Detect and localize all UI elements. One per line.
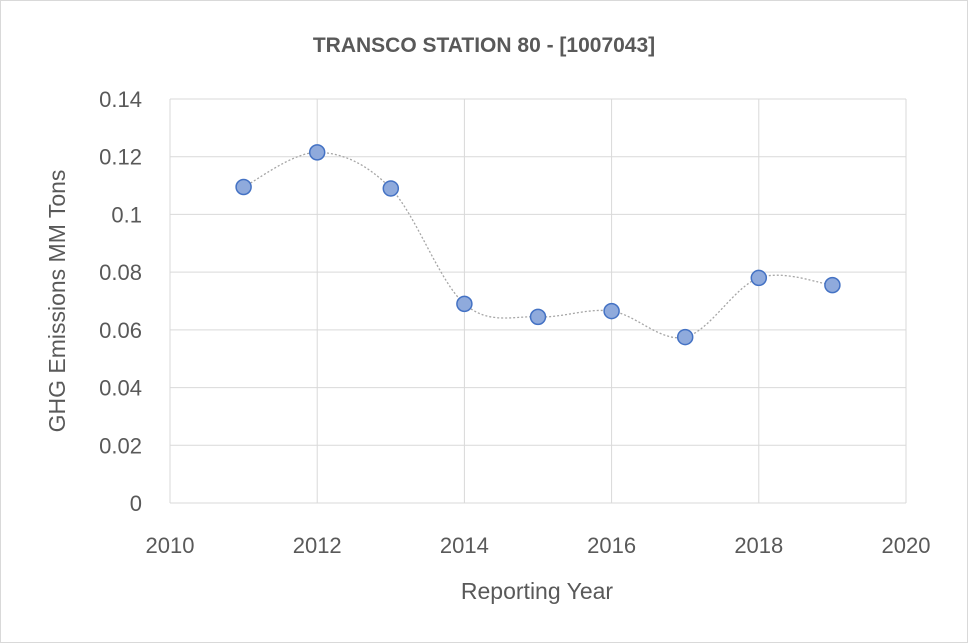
data-point: [750, 269, 768, 287]
y-tick-label: 0.12: [99, 145, 142, 170]
x-axis-ticks: 2010 2012 2014 2016 2018 2020: [146, 533, 931, 558]
y-tick-label: 0: [130, 491, 142, 516]
data-point: [456, 295, 473, 313]
data-point: [824, 276, 841, 294]
data-point: [676, 328, 694, 346]
y-tick-label: 0.02: [99, 433, 142, 458]
data-point: [529, 308, 547, 326]
y-tick-label: 0.06: [99, 318, 142, 343]
data-point: [382, 180, 400, 197]
y-tick-label: 0.08: [99, 260, 142, 285]
x-axis-title: Reporting Year: [461, 578, 614, 604]
data-point: [603, 302, 620, 320]
x-tick-label: 2012: [293, 533, 342, 558]
x-tick-label: 2018: [734, 533, 783, 558]
y-tick-label: 0.04: [99, 376, 142, 401]
data-point: [235, 178, 252, 196]
y-tick-label: 0.14: [99, 87, 142, 112]
chart-title: TRANSCO STATION 80 - [1007043]: [313, 34, 655, 57]
x-tick-label: 2014: [440, 533, 489, 558]
data-points: [235, 144, 841, 346]
x-tick-label: 2020: [882, 533, 931, 558]
y-axis-title: GHG Emissions MM Tons: [44, 170, 70, 433]
data-point: [308, 144, 326, 161]
y-tick-label: 0.1: [111, 202, 142, 227]
x-tick-label: 2016: [587, 533, 636, 558]
x-tick-label: 2010: [146, 533, 195, 558]
gridlines: [169, 98, 907, 504]
y-axis-ticks: 0 0.02 0.04 0.06 0.08 0.1 0.12 0.14: [99, 87, 142, 516]
